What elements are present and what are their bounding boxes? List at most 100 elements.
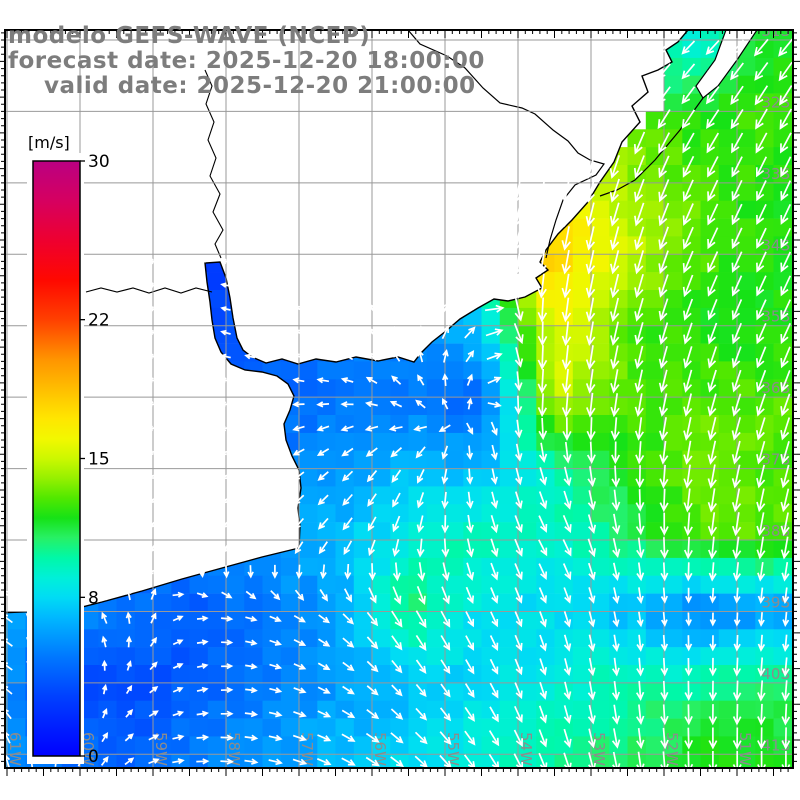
wind-arrow bbox=[684, 657, 693, 677]
wind-cell bbox=[280, 629, 300, 648]
wind-cell bbox=[591, 415, 610, 434]
wind-cell bbox=[773, 290, 792, 309]
wind-arrow bbox=[780, 441, 790, 465]
wind-cell bbox=[645, 415, 665, 434]
wind-arrow bbox=[244, 710, 259, 718]
wind-cell bbox=[700, 647, 720, 666]
wind-arrow bbox=[318, 541, 329, 555]
wind-cell bbox=[353, 504, 373, 523]
wind-cell bbox=[263, 772, 282, 790]
wind-arrow bbox=[636, 537, 645, 559]
wind-arrow bbox=[243, 401, 256, 408]
wind-cell bbox=[62, 772, 81, 790]
wind-arrow bbox=[149, 661, 158, 671]
wind-cell bbox=[682, 504, 701, 523]
wind-cell bbox=[627, 432, 647, 452]
wind-cell bbox=[791, 486, 792, 505]
wind-cell bbox=[609, 629, 628, 648]
wind-cell bbox=[0, 772, 7, 790]
wind-cell bbox=[207, 700, 227, 719]
wind-cell bbox=[554, 486, 574, 505]
wind-cell bbox=[463, 504, 482, 523]
wind-cell bbox=[664, 593, 683, 612]
wind-cell bbox=[591, 647, 610, 666]
wind-cell bbox=[317, 557, 336, 577]
wind-arrow bbox=[681, 86, 696, 105]
wind-arrow bbox=[708, 680, 718, 702]
wind-cell bbox=[153, 754, 172, 767]
wind-arrow bbox=[754, 85, 769, 106]
wind-arrow bbox=[612, 634, 620, 652]
wind-cell bbox=[791, 236, 792, 255]
wind-arrow bbox=[561, 226, 571, 251]
wind-arrow bbox=[537, 321, 548, 347]
wind-cell bbox=[664, 575, 683, 594]
wind-arrow bbox=[6, 638, 13, 647]
wind-arrow bbox=[754, 61, 769, 81]
wind-cell bbox=[317, 772, 336, 790]
wind-arrow bbox=[466, 445, 474, 461]
wind-cell bbox=[572, 397, 592, 416]
wind-cell bbox=[609, 468, 628, 487]
wind-arrow bbox=[611, 680, 620, 701]
wind-arrow bbox=[6, 732, 11, 744]
wind-cell bbox=[664, 540, 683, 559]
wind-cell bbox=[280, 754, 300, 767]
wind-cell bbox=[207, 718, 227, 737]
wind-cell bbox=[628, 772, 647, 790]
wind-cell bbox=[645, 129, 665, 148]
wind-arrow bbox=[563, 752, 572, 767]
wind-arrow bbox=[609, 155, 621, 179]
wind-arrow bbox=[705, 63, 720, 80]
wind-cell bbox=[554, 629, 574, 648]
wind-arrow bbox=[538, 491, 548, 510]
wind-cell bbox=[718, 486, 738, 505]
wind-cell bbox=[737, 236, 756, 255]
wind-arrow bbox=[756, 488, 766, 513]
wind-cell bbox=[280, 647, 300, 666]
wind-cell bbox=[737, 736, 756, 755]
wind-arrow bbox=[755, 369, 767, 393]
wind-arrow bbox=[441, 325, 450, 340]
wind-cell bbox=[791, 415, 792, 434]
wind-cell bbox=[171, 665, 190, 684]
wind-arrow bbox=[683, 393, 693, 417]
lon-label: 51W bbox=[736, 732, 754, 766]
wind-cell bbox=[682, 575, 701, 594]
wind-arrow bbox=[413, 425, 427, 432]
wind-cell bbox=[499, 593, 519, 612]
wind-arrow bbox=[706, 132, 720, 154]
wind-cell bbox=[791, 665, 792, 684]
lat-label: 37S bbox=[761, 451, 790, 469]
wind-arrow bbox=[268, 329, 280, 336]
wind-arrow bbox=[732, 727, 742, 750]
wind-cell bbox=[244, 575, 263, 594]
wind-cell bbox=[116, 718, 136, 737]
wind-arrow bbox=[709, 612, 717, 627]
wind-arrow bbox=[490, 611, 499, 628]
wind-arrow bbox=[537, 202, 547, 227]
wind-arrow bbox=[170, 401, 183, 408]
wind-cell bbox=[499, 718, 519, 737]
wind-cell bbox=[408, 397, 428, 416]
wind-arrow bbox=[417, 374, 425, 386]
wind-cell bbox=[353, 522, 373, 541]
wind-arrow bbox=[342, 685, 355, 695]
wind-arrow bbox=[634, 322, 644, 346]
wind-arrow bbox=[609, 226, 620, 251]
wind-cell bbox=[499, 361, 519, 380]
wind-arrow bbox=[685, 612, 692, 627]
wind-arrow bbox=[490, 468, 498, 485]
wind-arrow bbox=[514, 705, 523, 723]
wind-arrow bbox=[756, 180, 767, 202]
wind-cell bbox=[299, 611, 318, 630]
wind-arrow bbox=[585, 345, 596, 370]
wind-cell bbox=[700, 718, 720, 737]
wind-cell bbox=[335, 611, 355, 630]
wind-cell bbox=[737, 557, 756, 577]
wind-arrow bbox=[561, 321, 572, 347]
wind-arrow bbox=[683, 512, 693, 537]
wind-arrow bbox=[681, 63, 696, 80]
wind-arrow bbox=[636, 657, 645, 677]
wind-cell bbox=[645, 111, 665, 130]
